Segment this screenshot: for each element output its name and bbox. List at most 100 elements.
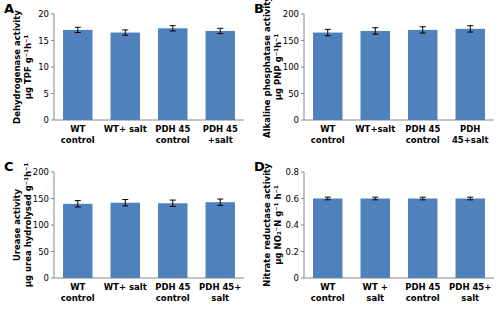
y-tick-label: 20: [38, 9, 49, 19]
y-axis-label-line: µg NO₂⁻N g⁻¹ h⁻¹: [273, 185, 283, 265]
x-tick-label-line: control: [61, 135, 95, 145]
x-tick-label: WTcontrol: [61, 282, 95, 303]
error-bar: [75, 201, 81, 207]
x-tick-label-line: WT: [320, 282, 335, 292]
marks: [313, 197, 485, 278]
x-tick-label-line: salt: [211, 293, 229, 303]
x-tick-label-line: PDH 45: [155, 124, 190, 134]
error-stem: [327, 29, 328, 35]
error-stem: [172, 26, 173, 31]
y-tick-label: 100: [33, 220, 49, 230]
bar: [313, 199, 342, 279]
bar: [408, 199, 437, 279]
x-tick-label-line: PDH 45: [405, 124, 440, 134]
x-tick-label-line: WT+ salt: [104, 282, 147, 292]
y-axis-label-line: µg urea hydrolysed g⁻¹h⁻¹: [23, 162, 33, 287]
error-cap: [170, 25, 176, 26]
y-axis-label-line: Dehydrogenase activity: [12, 10, 22, 124]
error-cap: [420, 197, 426, 198]
x-tick-label: WTcontrol: [61, 124, 95, 145]
x-tick-label: PDH 45+salt: [203, 124, 238, 145]
x-tick-label: PDH 45control: [405, 124, 440, 145]
error-cap: [122, 29, 128, 30]
bar: [111, 33, 140, 120]
bar: [158, 28, 187, 120]
bar: [63, 204, 92, 278]
error-cap: [372, 199, 378, 200]
x-tick-label-line: control: [61, 293, 95, 303]
panel: DNitrate reductase activityµg NO₂⁻N g⁻¹ …: [254, 159, 494, 303]
x-tick-label: WT+ salt: [104, 282, 147, 292]
x-tick-label-line: PDH 45: [155, 282, 190, 292]
error-stem: [77, 27, 78, 32]
error-stem: [172, 200, 173, 206]
error-stem: [125, 200, 126, 206]
error-cap: [325, 29, 331, 30]
panel-letter: C: [4, 159, 14, 174]
x-tick-label-line: PDH 45: [405, 282, 440, 292]
error-bar: [217, 28, 223, 33]
error-cap: [170, 200, 176, 201]
y-axis-label-line: Urease activity: [12, 188, 22, 261]
error-bar: [170, 26, 176, 31]
y-axis-label: Alkaline phosphatase activityµg PNP g⁻¹h…: [262, 0, 283, 138]
y-axis: [304, 172, 305, 278]
y-axis: [54, 172, 55, 278]
x-tick-label-line: PDH 45: [203, 124, 238, 134]
y-axis: [54, 14, 55, 120]
marks: [63, 199, 235, 278]
y-axis-label-line: Alkaline phosphatase activity: [262, 0, 272, 138]
x-tick-label: WTcontrol: [311, 124, 345, 145]
error-bar: [420, 27, 426, 33]
error-cap: [122, 35, 128, 36]
y-axis-label: Dehydrogenase activityµg TPF g⁻¹h⁻¹: [12, 10, 33, 124]
panel: BAlkaline phosphatase activityµg PNP g⁻¹…: [254, 0, 494, 145]
error-cap: [122, 199, 128, 200]
y-tick-label: 50: [38, 247, 49, 257]
bar: [408, 30, 437, 120]
x-tick-label-line: PDH 45+: [449, 282, 491, 292]
error-stem: [125, 30, 126, 35]
x-tick-label-line: control: [156, 135, 190, 145]
x-tick-label-line: control: [406, 135, 440, 145]
y-tick-label: 100: [283, 62, 299, 72]
error-bar: [122, 200, 128, 206]
x-tick-label: PDH 45control: [155, 124, 190, 145]
bar: [158, 203, 187, 278]
y-tick-label: 200: [283, 9, 299, 19]
error-stem: [422, 27, 423, 33]
x-tick-label-line: WT+salt: [355, 124, 395, 134]
error-bar: [325, 29, 331, 35]
y-axis-label: Urease activityµg urea hydrolysed g⁻¹h⁻¹: [12, 162, 33, 287]
error-cap: [467, 199, 473, 200]
error-cap: [75, 27, 81, 28]
bar: [63, 30, 92, 120]
error-cap: [325, 197, 331, 198]
bar: [361, 31, 390, 120]
bar: [111, 203, 140, 278]
x-tick-label-line: +salt: [208, 135, 233, 145]
error-stem: [375, 28, 376, 34]
y-tick-label: 0.2: [285, 247, 299, 257]
x-tick-label-line: control: [311, 135, 345, 145]
y-tick-label: 5: [44, 89, 49, 99]
x-tick-label: WT +salt: [363, 282, 388, 303]
x-tick-label: PDH 45control: [155, 282, 190, 303]
y-tick-label: 150: [33, 194, 49, 204]
error-cap: [122, 205, 128, 206]
y-tick-label: 150: [283, 36, 299, 46]
bar: [456, 29, 485, 120]
error-stem: [220, 199, 221, 205]
y-axis-label-line: µg PNP g⁻¹h⁻¹: [273, 34, 283, 101]
x-tick-label: WT+salt: [355, 124, 395, 134]
y-axis: [304, 14, 305, 120]
error-cap: [372, 197, 378, 198]
error-bar: [217, 199, 223, 205]
x-tick-label: PDH 45+salt: [449, 282, 491, 303]
x-tick-label-line: WT: [320, 124, 335, 134]
error-cap: [325, 199, 331, 200]
error-cap: [75, 200, 81, 201]
x-tick-label-line: PDH 45+: [199, 282, 241, 292]
y-tick-label: 0: [44, 273, 49, 283]
x-tick-label-line: salt: [366, 293, 384, 303]
